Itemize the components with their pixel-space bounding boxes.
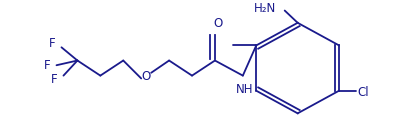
Text: O: O: [213, 17, 222, 30]
Text: H₂N: H₂N: [254, 2, 276, 15]
Text: O: O: [142, 70, 151, 83]
Text: Cl: Cl: [357, 86, 369, 99]
Text: F: F: [51, 73, 57, 86]
Text: NH: NH: [236, 83, 254, 96]
Text: F: F: [49, 37, 55, 50]
Text: F: F: [44, 59, 51, 72]
